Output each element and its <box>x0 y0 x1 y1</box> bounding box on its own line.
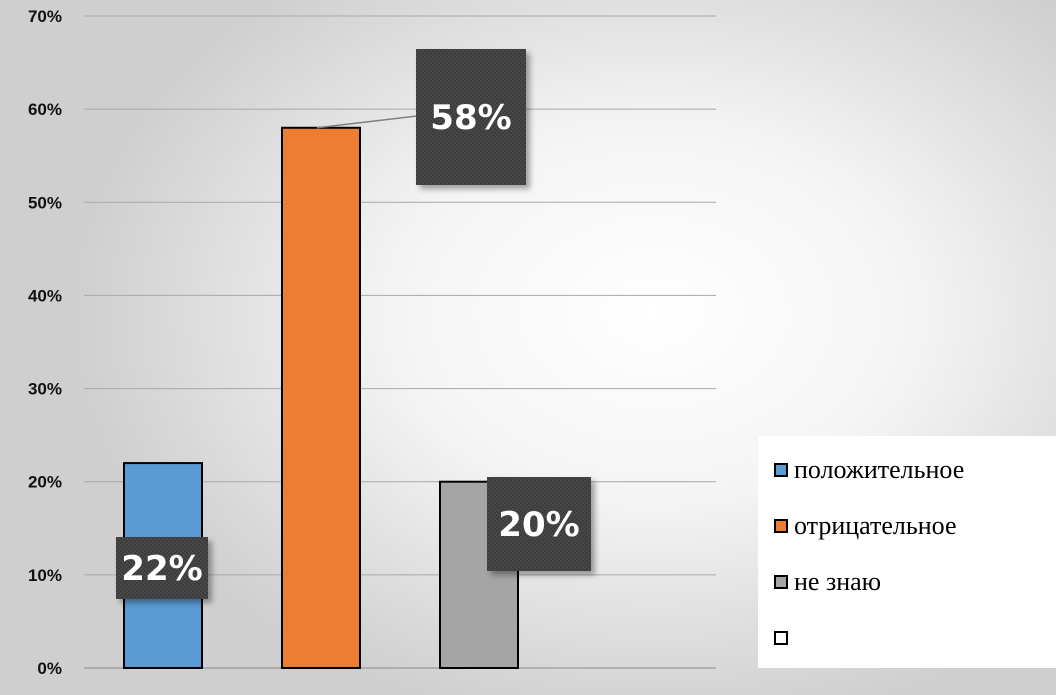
y-tick-label: 40% <box>28 286 62 305</box>
y-tick-label: 30% <box>28 380 62 399</box>
legend-label-negative: отрицательное <box>794 511 957 540</box>
legend-label-dont-know: не знаю <box>794 567 882 596</box>
legend-label-positive: положительное <box>794 455 965 484</box>
legend-item-positive: положительное <box>774 450 964 490</box>
legend-item-negative: отрицательное <box>774 506 957 546</box>
y-tick-label: 50% <box>28 193 62 212</box>
bar-2 <box>281 126 361 670</box>
data-label-box-3 <box>487 477 591 571</box>
y-tick-label: 20% <box>28 473 62 492</box>
y-tick-label: 70% <box>28 7 62 26</box>
data-label-leader-line <box>316 115 420 129</box>
legend-swatch-positive <box>774 463 788 477</box>
legend: положительное отрицательное не знаю <box>758 436 1056 668</box>
legend-item-dont-know: не знаю <box>774 562 881 602</box>
legend-item-empty <box>774 618 794 658</box>
y-tick-label: 60% <box>28 100 62 119</box>
data-label-1: 22% <box>121 549 202 589</box>
legend-swatch-negative <box>774 519 788 533</box>
data-label-3: 20% <box>498 505 579 545</box>
legend-swatch-empty <box>774 631 788 645</box>
data-label-box-2 <box>416 49 526 185</box>
legend-swatch-dont-know <box>774 575 788 589</box>
data-label-box-1 <box>116 537 208 599</box>
y-tick-label: 10% <box>28 566 62 585</box>
data-labels: 22% 58% 20% <box>116 49 591 599</box>
y-axis: 0% 10% 20% 30% 40% 50% 60% 70% <box>28 7 62 678</box>
y-tick-label: 0% <box>37 659 62 678</box>
data-label-2: 58% <box>430 98 511 138</box>
